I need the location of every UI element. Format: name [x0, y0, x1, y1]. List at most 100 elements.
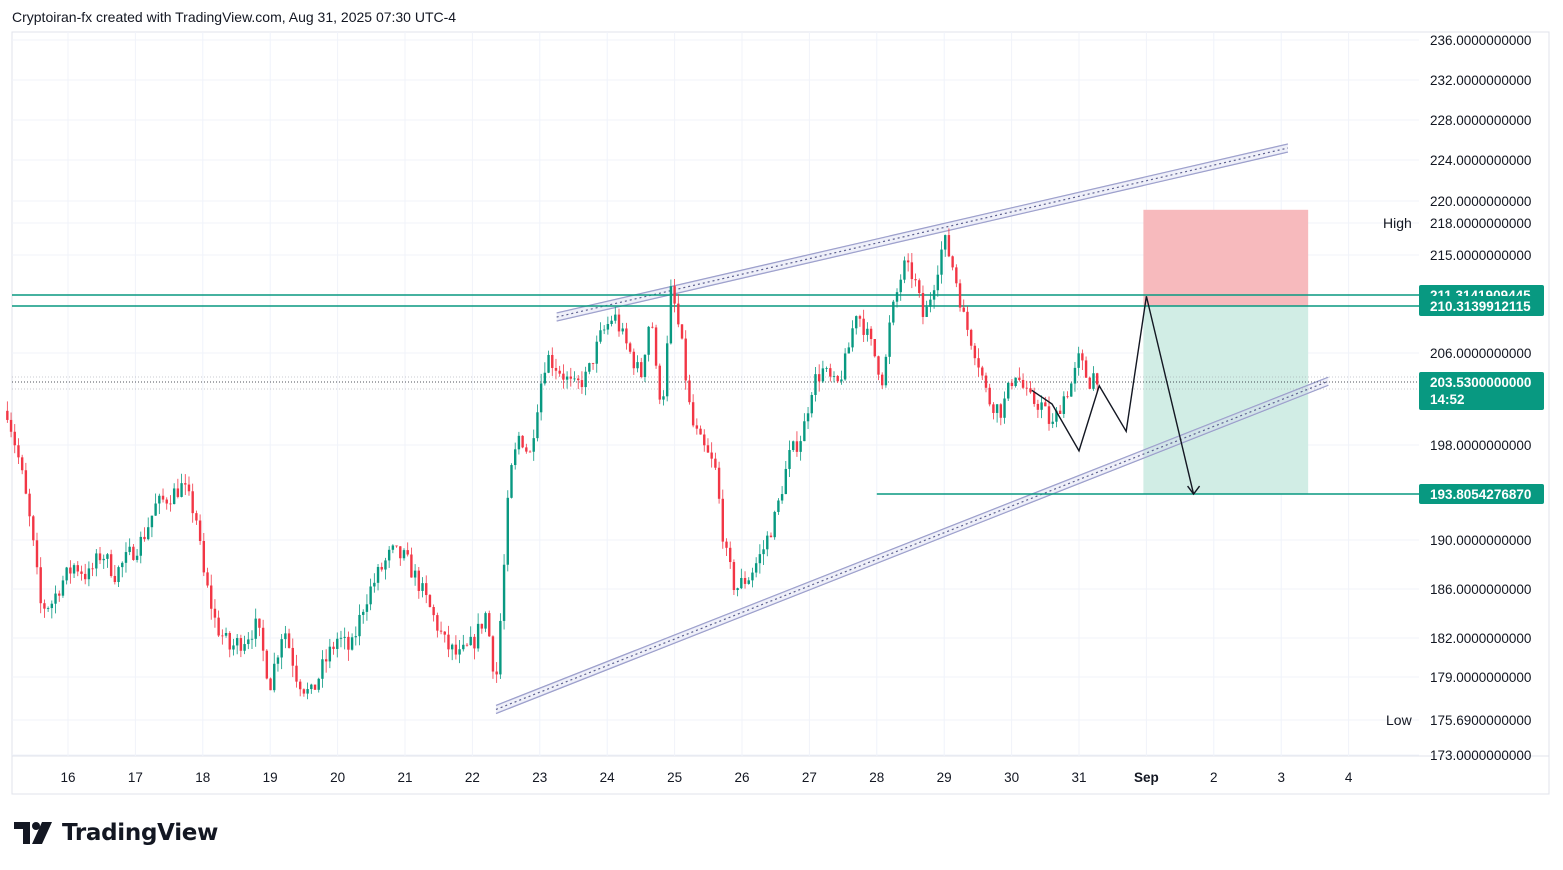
candle-body	[729, 547, 732, 563]
candle-body	[906, 260, 910, 263]
candle	[769, 532, 773, 538]
candle	[903, 256, 906, 284]
candle-body	[58, 593, 61, 596]
candle	[877, 355, 880, 381]
candle-body	[484, 613, 487, 629]
candle-body	[810, 394, 813, 414]
candle	[658, 363, 661, 405]
candle-body	[250, 638, 254, 640]
candle-body	[995, 404, 999, 413]
candle-body	[740, 577, 743, 589]
candle-body	[172, 488, 176, 505]
candle-body	[858, 316, 862, 319]
arrow-head-icon	[1187, 485, 1201, 496]
candle	[1014, 377, 1017, 388]
candle	[665, 335, 669, 402]
candle	[172, 483, 176, 505]
candle-body	[732, 562, 736, 591]
candle-body	[547, 354, 550, 373]
candle	[1077, 346, 1080, 376]
candle-body	[847, 347, 851, 354]
candle	[228, 631, 231, 658]
candle-body	[258, 618, 261, 628]
candle-body	[903, 260, 906, 280]
candle	[35, 532, 39, 575]
candle	[287, 628, 291, 649]
y-tick-label: 215.0000000000	[1430, 248, 1531, 263]
candle-body	[80, 571, 83, 574]
channel-lower-line[interactable]	[495, 376, 1329, 715]
candle-body	[450, 644, 454, 650]
candle-body	[754, 563, 758, 573]
candle-body	[380, 566, 383, 570]
candle-body	[1040, 402, 1043, 410]
candle-body	[169, 503, 172, 505]
candle-body	[458, 649, 461, 655]
candle-body	[298, 681, 302, 690]
candle-body	[977, 358, 980, 368]
candle-body	[158, 495, 161, 504]
candle	[295, 654, 298, 688]
candle	[406, 542, 409, 557]
candle	[621, 322, 624, 335]
candle	[632, 348, 636, 375]
candle-body	[1018, 377, 1021, 380]
candle-body	[988, 387, 991, 405]
projection-zigzag[interactable]	[1031, 296, 1195, 495]
channel-upper-line-bottom-edge	[556, 151, 1289, 322]
candle-body	[921, 293, 925, 317]
candle	[443, 631, 446, 643]
candle	[1036, 399, 1040, 418]
candle	[376, 563, 380, 591]
candle	[932, 284, 936, 309]
candle	[202, 532, 206, 577]
candle-body	[617, 314, 621, 332]
candle-body	[955, 267, 958, 284]
candle-body	[766, 535, 769, 550]
candle-body	[1014, 377, 1017, 387]
candle	[773, 510, 776, 540]
candle-body	[862, 318, 865, 335]
candle-body	[1021, 379, 1025, 388]
candle-body	[521, 435, 524, 448]
candle-body	[150, 515, 154, 528]
candle-body	[829, 368, 832, 377]
candle	[488, 610, 491, 637]
price-tag-value: 193.8054276870	[1430, 487, 1531, 502]
x-tick-label: 31	[1071, 770, 1086, 785]
candle-body	[606, 324, 610, 330]
candle	[906, 253, 910, 272]
candle-body	[102, 558, 105, 561]
candle-body	[688, 380, 691, 403]
tradingview-logo[interactable]: TradingView	[14, 818, 218, 848]
candle	[869, 326, 873, 346]
candle-body	[710, 452, 713, 459]
candle-body	[61, 580, 65, 596]
candle	[988, 383, 991, 407]
candle	[425, 575, 428, 604]
candle	[6, 401, 9, 423]
x-tick-label: 30	[1004, 770, 1019, 785]
candle-body	[465, 644, 469, 646]
channel-lines[interactable]	[495, 143, 1329, 715]
candle	[640, 357, 643, 379]
stop-loss-zone[interactable]	[1143, 209, 1309, 306]
candle	[365, 594, 369, 621]
horizontal-levels[interactable]	[12, 294, 1419, 495]
candle-body	[480, 623, 484, 629]
price-tag-bg	[1419, 372, 1544, 410]
candle	[539, 373, 543, 421]
x-tick-label: 22	[465, 770, 480, 785]
projection-path[interactable]	[1031, 296, 1201, 496]
candle	[1073, 361, 1077, 392]
candle	[873, 339, 876, 358]
candle-body	[447, 634, 450, 650]
candle	[821, 360, 825, 384]
candle-body	[869, 328, 873, 340]
candle	[306, 682, 309, 700]
y-tick-label: 186.0000000000	[1430, 582, 1531, 597]
candle-body	[958, 283, 962, 308]
y-tick-label: 236.0000000000	[1430, 33, 1531, 48]
channel-upper-line[interactable]	[556, 143, 1289, 322]
